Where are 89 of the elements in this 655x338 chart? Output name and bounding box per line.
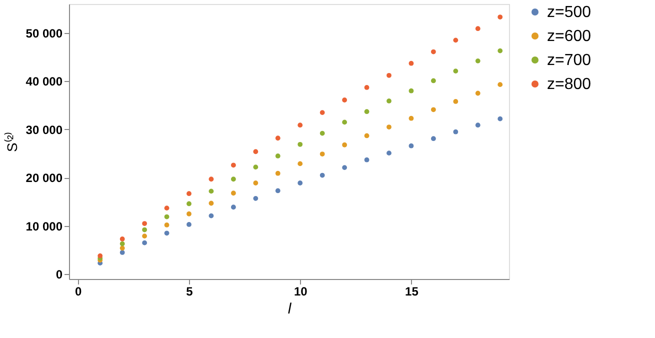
legend-label: z=500 — [547, 4, 592, 21]
point — [120, 236, 125, 242]
x-axis-title: l — [288, 300, 292, 318]
point — [253, 180, 258, 186]
point — [142, 227, 148, 232]
point — [430, 136, 436, 142]
point — [364, 109, 370, 114]
point — [453, 129, 458, 134]
y-tick-label: 50 000 — [26, 26, 63, 40]
point — [320, 172, 325, 178]
x-tick-label: 15 — [405, 284, 419, 298]
point — [230, 190, 236, 196]
point — [186, 211, 192, 216]
y-axis-title: S⁽²⁾ — [4, 132, 20, 152]
point — [342, 98, 348, 102]
point — [142, 240, 148, 246]
point — [186, 191, 192, 196]
point — [498, 116, 503, 122]
point — [342, 120, 348, 125]
point — [430, 107, 436, 112]
point — [208, 176, 214, 182]
point — [475, 122, 480, 128]
point — [453, 38, 458, 43]
y-tick-label: 30 000 — [26, 122, 63, 137]
point — [453, 99, 458, 104]
point — [208, 213, 214, 218]
point — [453, 68, 458, 74]
y-tick-label: 0 — [56, 268, 63, 282]
point — [364, 133, 370, 138]
point — [298, 122, 303, 128]
y-tick-label: 10 000 — [26, 219, 63, 234]
point — [120, 250, 125, 255]
point — [298, 180, 303, 186]
point — [253, 196, 258, 201]
point — [164, 230, 170, 236]
point — [386, 98, 392, 104]
point — [186, 201, 192, 206]
y-tick-label: 40 000 — [26, 74, 63, 89]
point — [275, 170, 280, 176]
point — [230, 162, 236, 168]
point — [164, 214, 170, 220]
point — [320, 110, 325, 115]
point — [475, 58, 480, 64]
point — [342, 142, 348, 148]
point — [142, 221, 148, 226]
point — [320, 130, 325, 136]
point — [208, 200, 214, 206]
point — [164, 222, 170, 228]
point — [475, 26, 480, 32]
point — [186, 222, 192, 227]
point — [408, 116, 414, 121]
legend-label: z=700 — [547, 52, 592, 69]
point — [475, 90, 480, 96]
point — [386, 72, 392, 78]
point — [298, 142, 303, 147]
point — [430, 49, 436, 54]
point — [142, 234, 148, 239]
point — [342, 165, 348, 170]
point — [230, 176, 236, 182]
x-tick-label: 10 — [294, 284, 308, 298]
point — [320, 152, 325, 156]
x-tick-label: 0 — [75, 284, 82, 298]
legend-label: z=600 — [547, 28, 592, 45]
point — [498, 14, 503, 20]
point — [430, 78, 436, 84]
point — [98, 253, 103, 258]
point — [386, 124, 392, 130]
point — [498, 48, 503, 54]
point — [120, 246, 125, 251]
point — [298, 161, 303, 166]
point — [364, 85, 370, 90]
legend-label: z=800 — [547, 76, 592, 93]
point — [230, 204, 236, 210]
x-tick-label: 5 — [186, 284, 194, 298]
point — [275, 136, 280, 141]
point — [208, 188, 214, 194]
point — [408, 60, 414, 66]
point — [408, 88, 414, 94]
point — [364, 157, 370, 162]
point — [275, 188, 280, 194]
point — [408, 143, 414, 148]
point — [498, 82, 503, 88]
point — [120, 241, 125, 246]
point — [386, 150, 392, 156]
y-tick-label: 20 000 — [26, 171, 63, 186]
point — [253, 149, 258, 154]
point — [253, 164, 258, 170]
point — [275, 154, 280, 158]
point — [164, 206, 170, 211]
